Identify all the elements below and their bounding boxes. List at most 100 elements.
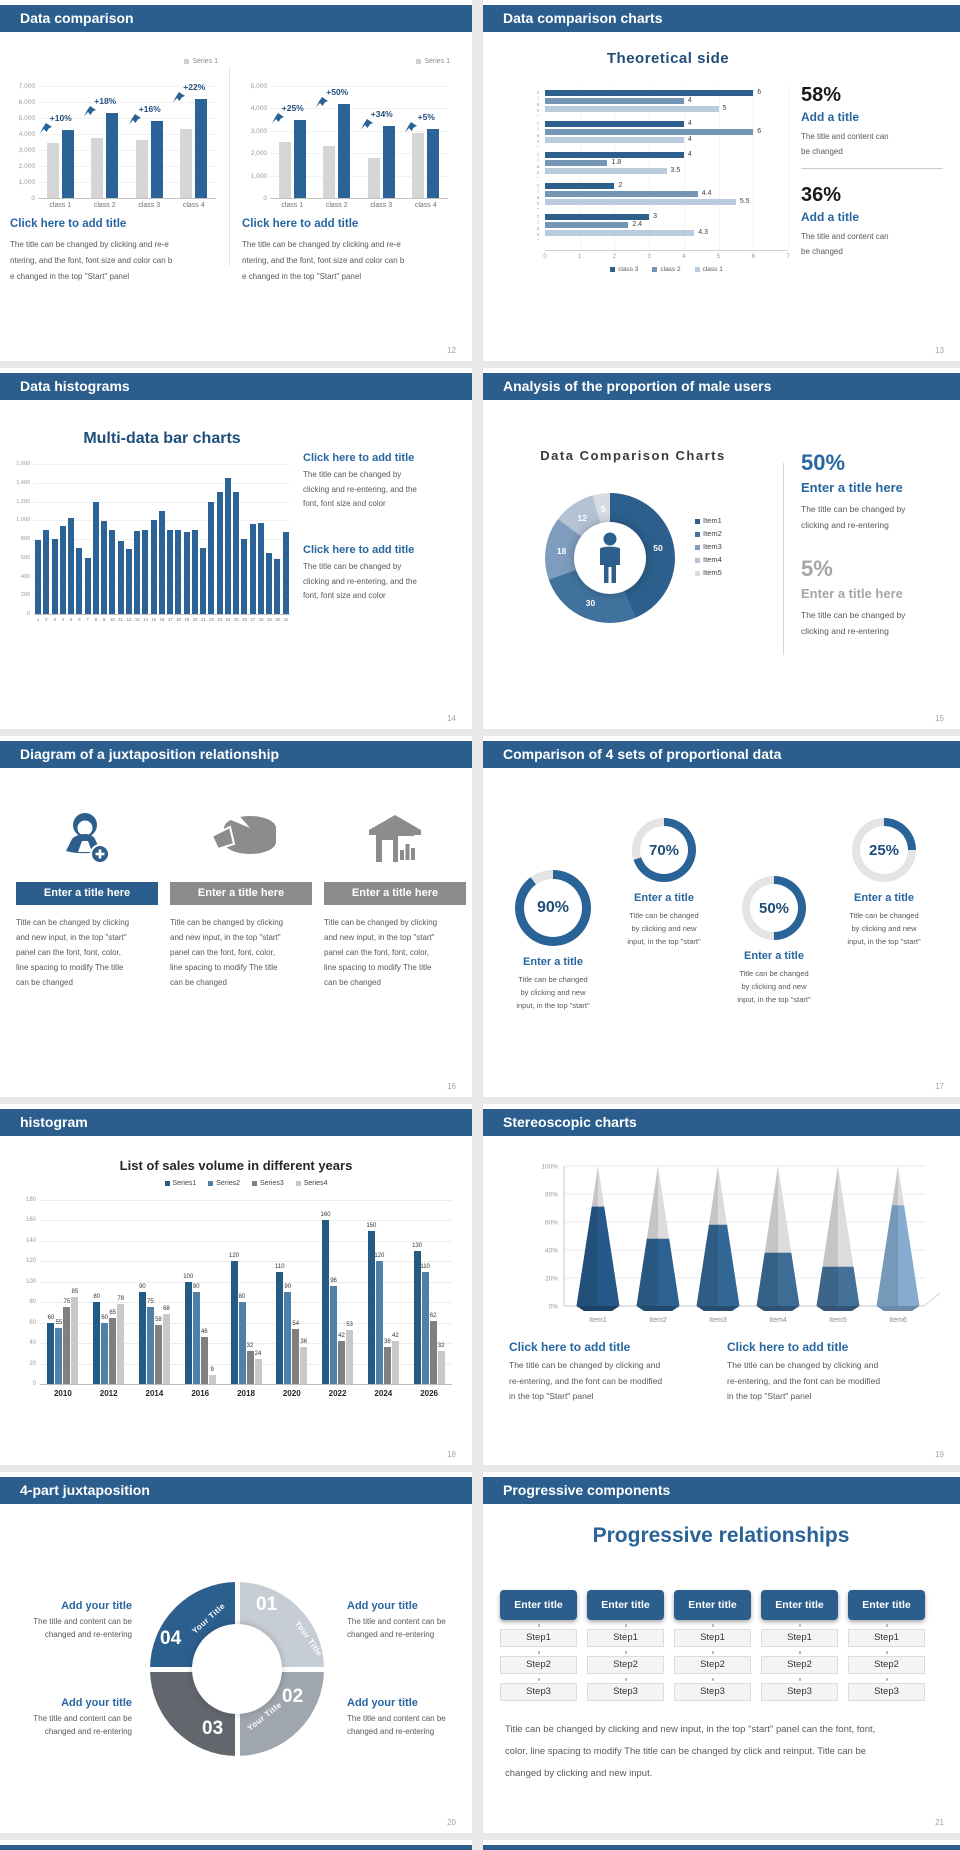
- slide-title-bar: Data comparison charts: [483, 5, 960, 32]
- body-line: The title can be changed by: [303, 470, 402, 479]
- legend-item: Item5: [695, 568, 722, 577]
- bar-value-label: 90: [139, 1284, 146, 1290]
- body-line: can be changed: [324, 978, 381, 987]
- slide-title-bar: Comparison of 4 sets of proportional dat…: [483, 741, 960, 768]
- body-line: and new input, in the top "start": [324, 933, 435, 942]
- step-box: Step2: [674, 1656, 751, 1674]
- gridline: [270, 198, 448, 199]
- x-tick-label: 21: [200, 617, 206, 622]
- step-box: Step1: [587, 1629, 664, 1647]
- bar-value-label: 1.8: [611, 159, 622, 166]
- cone-chart: 0% 20% 40% 60% 80% 100% Item1 Item2 Item3 Item4 It…: [506, 1150, 941, 1330]
- hbar: [545, 168, 667, 174]
- page-number: 17: [935, 1082, 944, 1091]
- pin-icon: [128, 112, 141, 125]
- bar: [138, 1292, 146, 1384]
- gridline: [718, 86, 720, 250]
- chart-legend: Series 1: [48, 58, 218, 65]
- body-line: panel can the font, font, color,: [16, 948, 121, 957]
- body-line: The title can be changed by clicking and: [727, 1360, 879, 1370]
- legend-swatch: [252, 1180, 257, 1186]
- legend-swatch: [610, 266, 616, 272]
- bar-value-label: 130: [412, 1243, 423, 1250]
- legend-swatch: [164, 1180, 170, 1186]
- slide-title-bar: [483, 1845, 960, 1850]
- legend-swatch: [184, 58, 190, 64]
- bar: [192, 1292, 200, 1384]
- bar: [63, 1307, 71, 1384]
- y-tick-label: 100: [25, 1278, 36, 1285]
- slide-title-bar: [0, 1845, 472, 1850]
- x-tick-label: class 2: [93, 202, 116, 209]
- bar-previous: [412, 133, 425, 198]
- connector-dot: [885, 1651, 888, 1654]
- chart-legend: Series 1: [280, 58, 450, 65]
- paragraph-line: Title can be changed by clicking and new…: [505, 1724, 876, 1735]
- gridline: [40, 1363, 452, 1365]
- y-tick-label: 180: [25, 1197, 36, 1203]
- bar: [59, 525, 66, 614]
- bar-value-label: 75: [147, 1299, 154, 1306]
- bar: [51, 539, 58, 614]
- bar-series1: [195, 98, 208, 198]
- x-tick-label: class 2: [325, 202, 348, 209]
- x-tick-label: 2: [45, 617, 48, 622]
- slide-19-stereoscopic-charts: Stereoscopic charts 0% 20% 40% 60% 80% 100% It…: [483, 1104, 960, 1465]
- chart-title: Theoretical side: [606, 50, 730, 67]
- bar: [224, 478, 231, 614]
- stat-title: Add a title: [801, 110, 860, 124]
- add-title-heading: Add your title: [347, 1697, 418, 1709]
- x-tick-label: 23: [217, 617, 223, 622]
- bar-value-label: 5: [722, 105, 727, 112]
- add-title-heading: Click here to add title: [303, 544, 415, 556]
- body-line: line spacing to modify The title: [324, 963, 432, 972]
- gridline: [270, 175, 448, 177]
- bar-value-label: 32: [246, 1343, 254, 1350]
- x-tick-label: 3: [647, 254, 651, 260]
- bar-series1: [338, 103, 351, 198]
- slide-title-bar: Progressive components: [483, 1477, 960, 1504]
- bar: [134, 530, 141, 614]
- page-number: 13: [935, 346, 944, 355]
- slide-title: Data comparison charts: [503, 10, 663, 26]
- bar: [35, 539, 41, 614]
- body-line: font, font size and color: [303, 591, 386, 600]
- chart-title: Data Comparison Charts: [540, 448, 726, 463]
- x-tick-label: 19: [184, 617, 190, 622]
- bar-value-label: 36: [300, 1339, 308, 1346]
- stat-value: 58%: [801, 84, 842, 106]
- body-line: The title can be changed by clicking and…: [10, 240, 169, 249]
- chart-legend: class 3 class 2 class 1: [545, 266, 788, 273]
- slide-title-bar: Diagram of a juxtaposition relationship: [0, 741, 472, 768]
- ring-title: Enter a title: [854, 892, 914, 904]
- legend-swatch: [295, 1180, 301, 1186]
- bar-value-label: 58: [155, 1316, 162, 1323]
- ring-body-line: by clicking and new: [741, 982, 807, 991]
- bar-value-label: 4: [687, 136, 692, 143]
- body-line: ntering, and the font, font size and col…: [10, 256, 173, 265]
- slice-value-label: 12: [577, 512, 588, 523]
- connector-dot: [885, 1678, 888, 1681]
- x-tick-label: 2: [612, 254, 617, 260]
- slide-title-bar: 4-part juxtaposition: [0, 1477, 472, 1504]
- bar-value-label: 54: [292, 1320, 300, 1327]
- gridline: [38, 166, 216, 167]
- title-bar-button: Enter a title here: [170, 882, 312, 905]
- slice-value-label: 30: [585, 597, 596, 608]
- bar-previous: [91, 138, 104, 198]
- bar-previous: [367, 157, 380, 198]
- bar: [109, 1317, 117, 1384]
- slide-title: Analysis of the proportion of male users: [503, 378, 772, 394]
- bar-value-label: 55: [55, 1319, 63, 1326]
- chart-title: List of sales volume in different years: [119, 1158, 353, 1173]
- bar-value-label: 32: [437, 1343, 445, 1350]
- step-box: Step3: [674, 1683, 751, 1701]
- ring-title: Enter a title: [634, 892, 694, 904]
- y-tick-label: 3,000: [18, 147, 35, 154]
- stat-title: Enter a title here: [801, 586, 903, 601]
- stat-body-line: The title and content can: [801, 132, 889, 141]
- bar: [300, 1347, 308, 1384]
- hbar: [545, 183, 615, 189]
- divider: [783, 463, 784, 655]
